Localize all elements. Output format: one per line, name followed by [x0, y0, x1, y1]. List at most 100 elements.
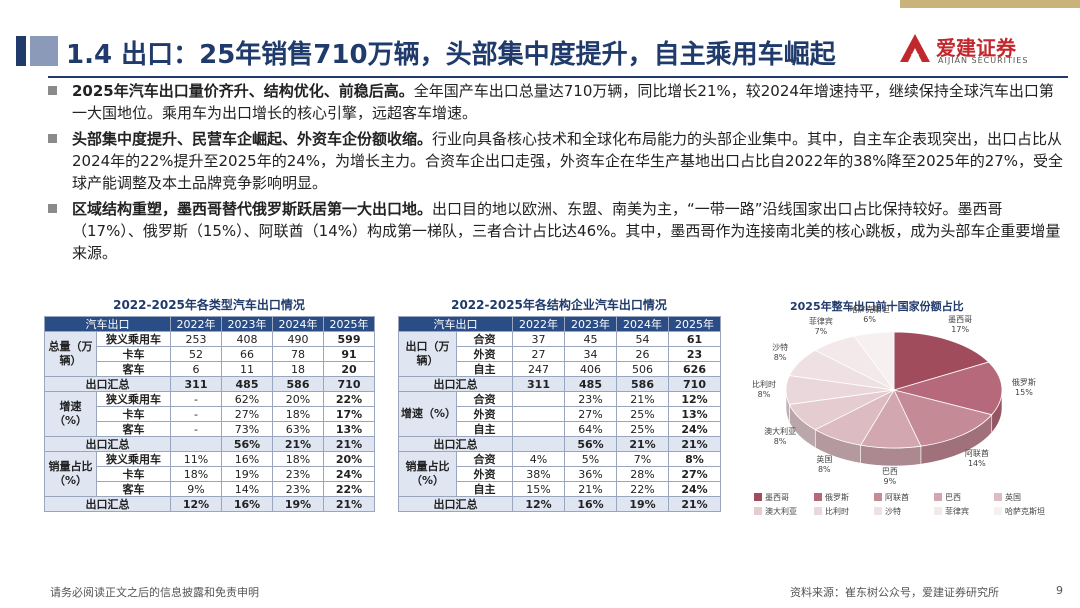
table-cell	[512, 406, 565, 422]
legend-item: 比利时	[814, 506, 874, 520]
table-row-label: 自主	[456, 481, 513, 497]
table-cell: 17%	[323, 406, 375, 422]
legend-label: 阿联酋	[885, 493, 909, 502]
pie-slice	[893, 331, 990, 391]
table-row: 销量占比（%） 合资 4% 5% 7% 8%	[398, 451, 721, 497]
table-cell: 27%	[564, 406, 617, 422]
pie-data-label: 澳大利亚 8%	[752, 427, 808, 447]
bullet-item: 头部集中度提升、民营车企崛起、外资车企份额收缩。行业向具备核心技术和全球化布局能…	[44, 128, 1064, 194]
pie-slice	[892, 361, 1003, 416]
pie-legend: 墨西哥 俄罗斯 阿联酋 巴西 英国澳大利亚 比利时 沙特 菲律宾 哈萨克斯坦	[754, 492, 1064, 520]
table-cell: 24%	[323, 466, 375, 482]
table-cell: 7%	[616, 451, 669, 467]
table-cell: 19%	[272, 496, 324, 512]
table-row: 客车 -73% 63% 13%	[45, 421, 375, 437]
pie-data-label: 巴西 9%	[862, 467, 918, 487]
table-row-label: 外资	[456, 346, 513, 362]
table-row-label: 外资	[456, 466, 513, 482]
table-cell: 14%	[221, 481, 273, 497]
table-cell: 311	[170, 376, 222, 392]
table-row-total: 出口汇总 311 485 586 710	[398, 376, 721, 392]
table-row: 总量（万辆） 狭义乘用车 253 408 490 599	[44, 331, 375, 377]
table-cell: 73%	[221, 421, 273, 437]
table-cell: 27%	[668, 466, 721, 482]
legend-item: 菲律宾	[934, 506, 994, 520]
pie-data-label: 墨西哥 17%	[932, 315, 988, 335]
legend-swatch	[874, 493, 882, 501]
table-cell: 21%	[323, 496, 375, 512]
table1-group-growth: 增速（%）	[44, 391, 97, 437]
footer-disclaimer: 请务必阅读正文之后的信息披露和免责申明	[50, 586, 259, 599]
table-row-label: 合资	[456, 391, 513, 407]
table-cell: 586	[272, 376, 324, 392]
table2-group-share: 销量占比（%）	[398, 451, 457, 497]
pie-data-label: 阿联酋 14%	[949, 449, 1005, 469]
table-cell: 24%	[668, 481, 721, 497]
table-row-label: 出口汇总	[44, 436, 171, 452]
table-cell: 18	[272, 361, 324, 377]
pie-data-label: 沙特 8%	[752, 343, 808, 363]
table-row-total: 出口汇总 311 485 586 710	[44, 376, 375, 392]
table-cell: 91	[323, 346, 375, 362]
table-row-label: 客车	[96, 421, 171, 437]
pie-label-value: 8%	[773, 437, 787, 447]
table-cell: 36%	[564, 466, 617, 482]
legend-swatch	[814, 507, 822, 515]
pie-label-name: 阿联酋	[964, 449, 989, 459]
table-row-label: 卡车	[96, 466, 171, 482]
table-row-label: 自主	[456, 361, 513, 377]
legend-item: 哈萨克斯坦	[994, 506, 1054, 520]
legend-swatch	[934, 493, 942, 501]
table-row-label: 合资	[456, 451, 513, 467]
table2-header-cell: 2025年	[668, 316, 721, 332]
table-cell: 25%	[616, 421, 669, 437]
pie-label-value: 15%	[1015, 387, 1033, 397]
table-cell: 6	[170, 361, 222, 377]
bullet-square-icon	[48, 134, 57, 143]
table2-header-cell: 汽车出口	[398, 316, 513, 332]
page-title: 1.4 出口：25年销售710万辆，头部集中度提升，自主乘用车崛起	[66, 40, 836, 70]
table-cell: 13%	[668, 406, 721, 422]
table-cell: 21%	[668, 496, 721, 512]
table-cell: 38%	[512, 466, 565, 482]
table-cell: 16%	[564, 496, 617, 512]
table-cell: 22%	[616, 481, 669, 497]
bullet-item: 2025年汽车出口量价齐升、结构优化、前稳后高。全年国产车出口总量达710万辆，…	[44, 80, 1064, 124]
table-cell: 23%	[564, 391, 617, 407]
table-cell: 64%	[564, 421, 617, 437]
table-cell: 5%	[564, 451, 617, 467]
table-cell: 586	[616, 376, 669, 392]
legend-label: 巴西	[945, 493, 961, 502]
legend-label: 英国	[1005, 493, 1021, 502]
legend-item: 阿联酋	[874, 492, 934, 506]
table-row-label: 出口汇总	[398, 436, 513, 452]
table-cell: -	[170, 421, 222, 437]
table-cell: 21%	[564, 481, 617, 497]
table-row-label: 狭义乘用车	[96, 451, 171, 467]
pie-chart: 墨西哥 17% 俄罗斯 15% 阿联酋 14% 巴西 9% 英国 8% 澳大利亚 8% 比利时 8% 沙特 8…	[744, 305, 1064, 528]
title-accent-bar	[16, 36, 26, 66]
table-row-label: 出口汇总	[398, 376, 513, 392]
table-cell: 24%	[668, 421, 721, 437]
table-cell: 27%	[221, 406, 273, 422]
table-row: 增速（%） 狭义乘用车 -62% 20% 22%	[44, 391, 375, 437]
pie-label-name: 沙特	[772, 343, 789, 353]
pie-label-value: 6%	[863, 315, 876, 325]
pie-chart-svg	[785, 331, 1003, 467]
table-cell: 485	[221, 376, 273, 392]
table-row-total: 出口汇总 12% 16% 19% 21%	[44, 496, 375, 512]
table1-header-cell: 2023年	[221, 316, 273, 332]
table-cell: 710	[668, 376, 721, 392]
legend-label: 哈萨克斯坦	[1005, 507, 1045, 516]
pie-chart-title: 2025年整车出口前十国家份额占比	[790, 300, 964, 313]
table-cell: 11%	[170, 451, 222, 467]
legend-label: 比利时	[825, 507, 849, 516]
legend-label: 沙特	[885, 507, 901, 516]
table-row: 卡车 -27% 18% 17%	[45, 406, 375, 422]
table1-group-total: 总量（万辆）	[44, 331, 97, 377]
legend-swatch	[994, 507, 1002, 515]
pie-label-value: 7%	[814, 327, 828, 337]
footer-source: 资料来源：崔东树公众号，爱建证券研究所	[790, 586, 999, 599]
pie-label-name: 菲律宾	[808, 317, 833, 327]
pie-label-name: 巴西	[881, 466, 898, 476]
